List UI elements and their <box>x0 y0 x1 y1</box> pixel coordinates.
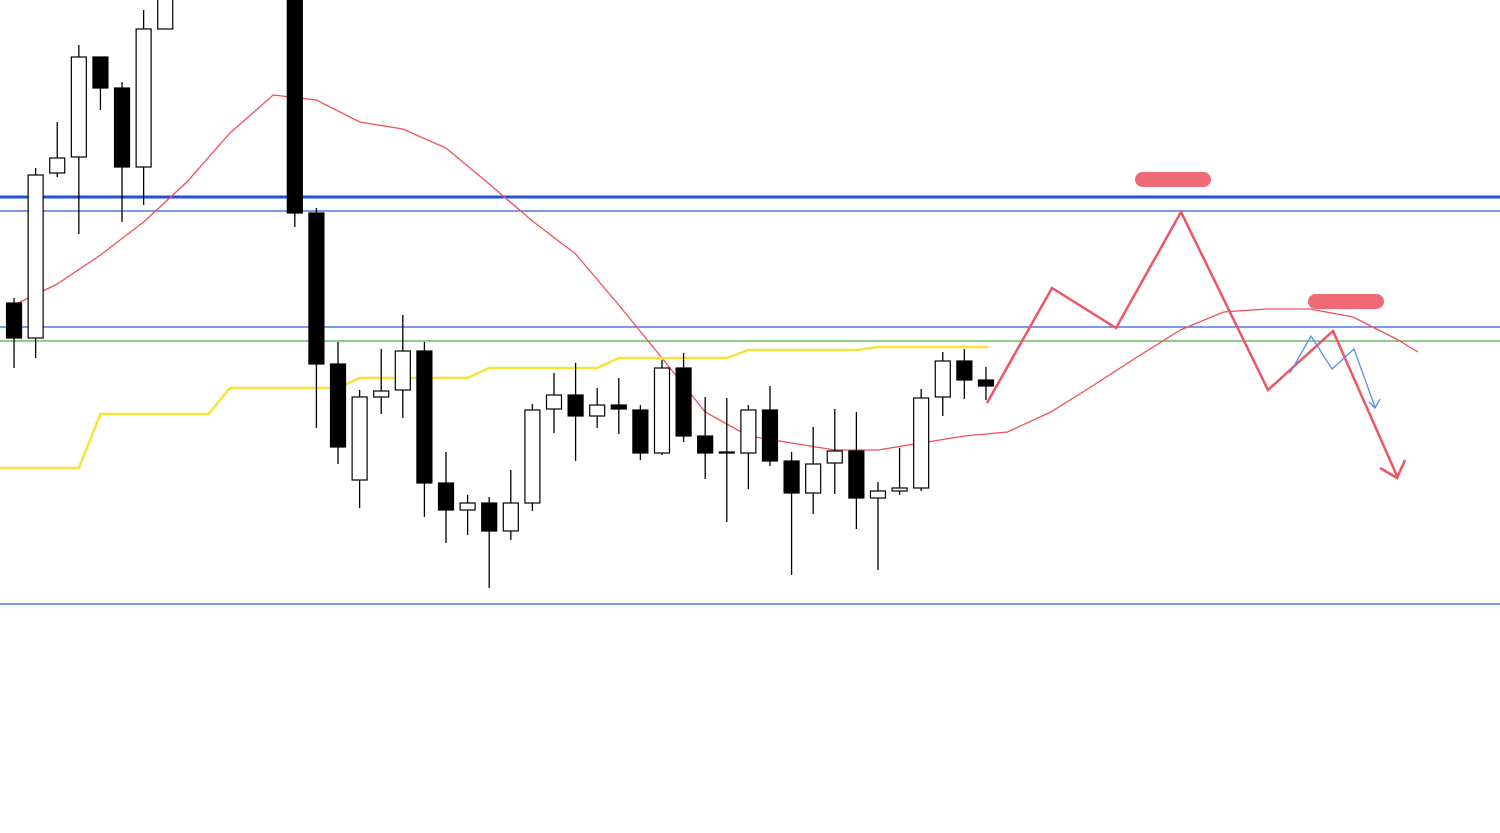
candle-body <box>394 350 411 391</box>
candle-body <box>545 394 563 410</box>
candle-body <box>913 397 930 489</box>
candle-body <box>567 394 584 417</box>
candles <box>5 0 995 588</box>
candle-body <box>826 450 843 464</box>
minor-projection-path <box>1289 334 1376 408</box>
candle-body <box>5 302 23 339</box>
indicator-line <box>13 94 1419 451</box>
candle-body <box>956 360 973 381</box>
candle-body <box>70 56 87 158</box>
candle-body <box>869 490 887 499</box>
levels <box>0 195 1500 605</box>
candle-body <box>135 28 152 168</box>
candle-body <box>632 409 649 454</box>
candle-body <box>675 367 692 437</box>
candle-body <box>934 360 951 398</box>
projection-drawings <box>985 172 1407 480</box>
candle-body <box>610 404 627 410</box>
candle-body <box>589 404 606 417</box>
candle-body <box>329 363 347 448</box>
candle-body <box>308 212 325 365</box>
candle-body <box>718 451 735 454</box>
candle-body <box>761 409 779 462</box>
candle-body <box>286 0 303 214</box>
candle-body <box>848 450 865 499</box>
candle-body <box>113 87 131 168</box>
indicator-line <box>0 345 989 470</box>
candle-body <box>459 502 476 511</box>
candle-body <box>977 379 995 387</box>
candle-body <box>49 157 66 174</box>
candle-body <box>27 174 44 339</box>
candle-body <box>481 502 498 532</box>
candle-body <box>653 367 671 454</box>
projection-path <box>985 209 1399 477</box>
marker-pill <box>1135 172 1211 187</box>
candle-body <box>805 463 822 494</box>
candle-body <box>157 0 174 30</box>
candle-body <box>437 482 455 511</box>
candle-body <box>416 350 433 484</box>
candle-body <box>783 460 800 494</box>
candle-body <box>502 502 519 532</box>
candle-body <box>891 487 908 492</box>
indicator-lines <box>0 94 1419 470</box>
candle-body <box>740 409 757 454</box>
candle-body <box>351 396 368 481</box>
candle-body <box>373 390 390 398</box>
candle-body <box>697 435 714 454</box>
candle-body <box>92 56 109 89</box>
projection-arrowhead <box>1379 459 1407 480</box>
candle-body <box>524 409 541 504</box>
marker-pill <box>1308 294 1384 309</box>
minor-projection-arrowhead <box>1368 398 1381 410</box>
